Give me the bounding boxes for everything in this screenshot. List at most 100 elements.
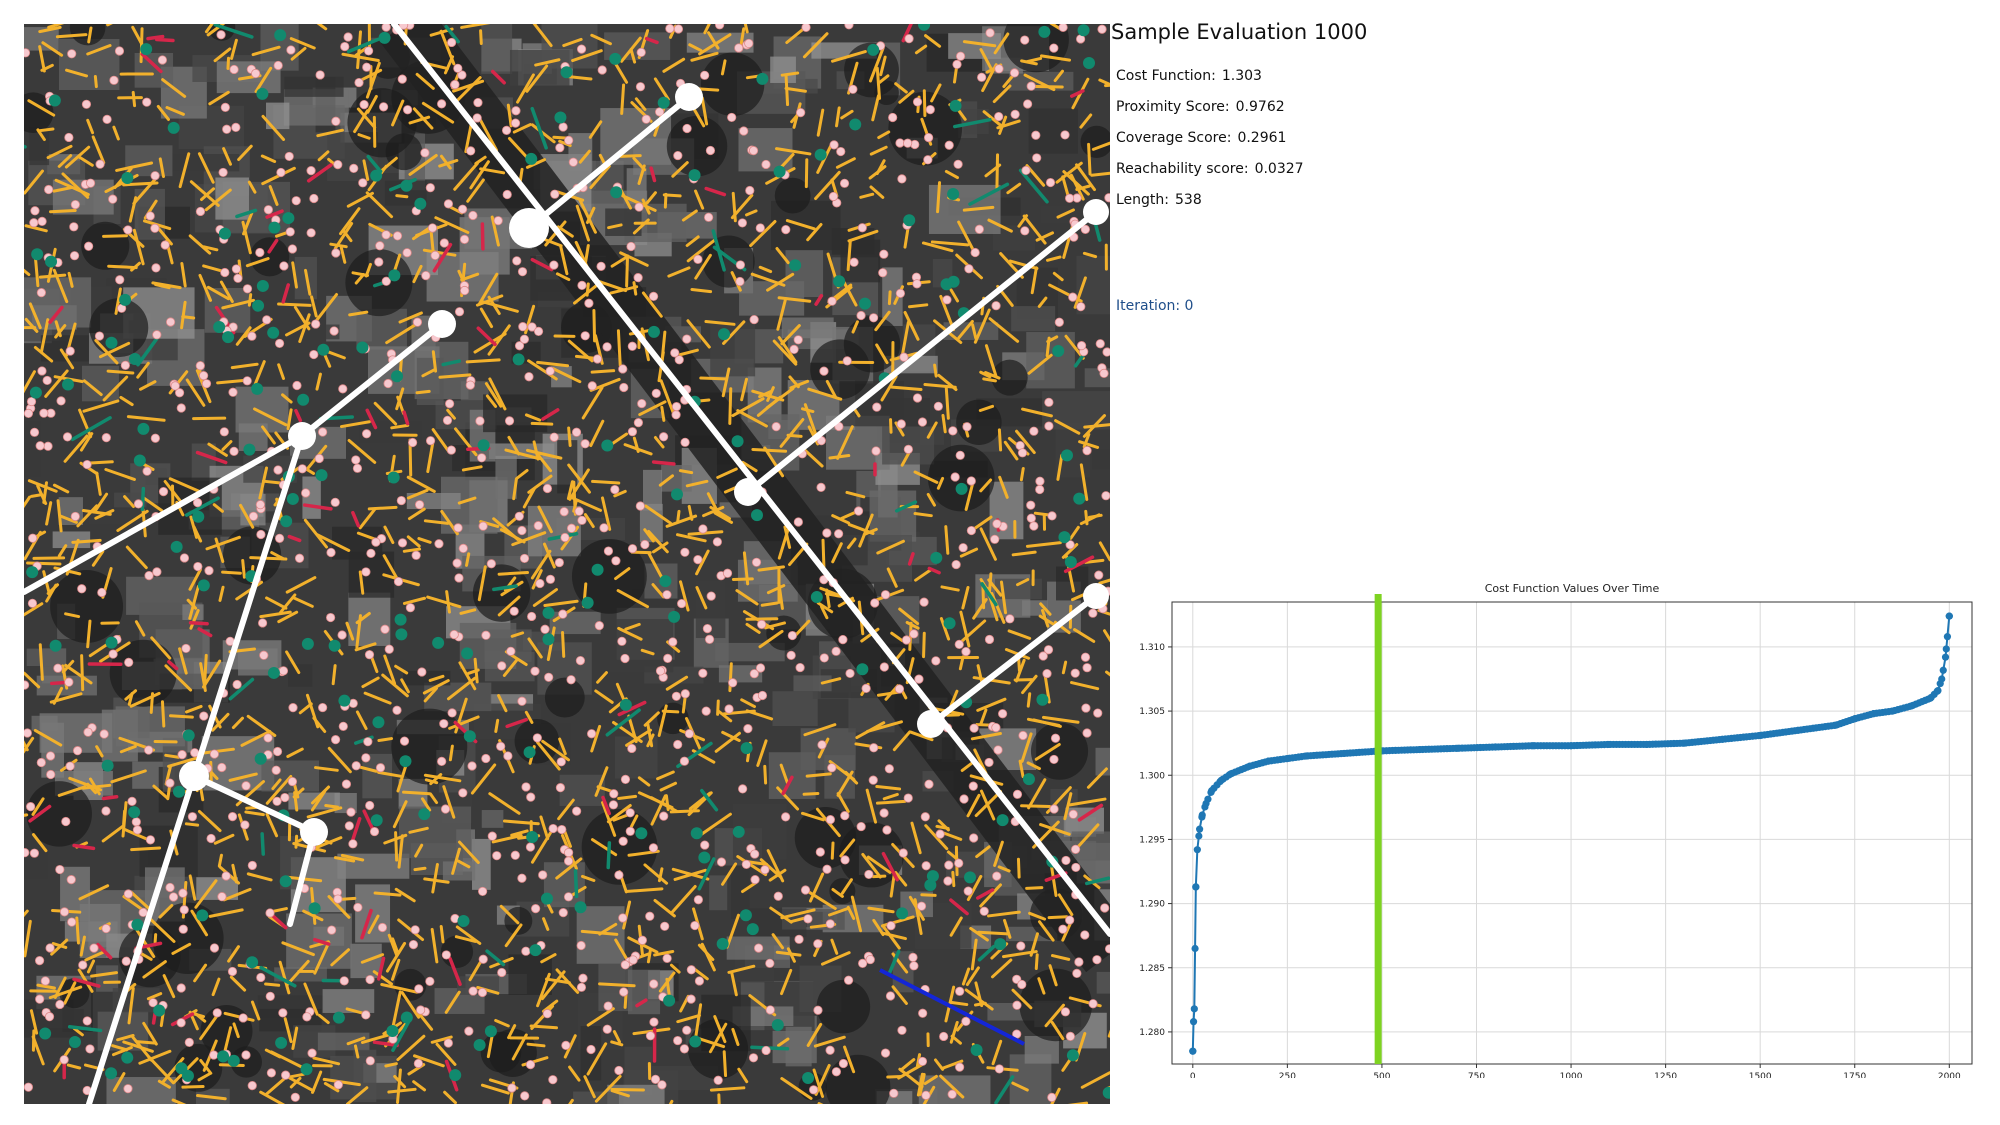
network-edge (673, 868, 707, 881)
household-dot (301, 488, 311, 498)
network-edge (277, 363, 285, 380)
household-dot (380, 624, 390, 634)
household-dot (680, 547, 690, 557)
unconnected-link (949, 898, 969, 916)
network-edge (805, 772, 832, 778)
household-dot (108, 194, 118, 204)
network-edge (265, 812, 279, 838)
network-edge (421, 101, 455, 124)
household-dot (331, 116, 341, 126)
series-point (1643, 740, 1651, 749)
household-dot (584, 298, 594, 308)
network-edge (760, 601, 779, 607)
network-edge (497, 595, 521, 617)
connected-dot (716, 937, 729, 950)
series-point (1193, 846, 1201, 854)
connected-link (444, 24, 460, 44)
network-edge (899, 1058, 916, 1072)
network-edge (699, 376, 727, 381)
network-edge (939, 617, 951, 641)
household-dot (671, 410, 681, 420)
household-dot (460, 285, 470, 296)
household-dot (953, 159, 963, 169)
household-dot (354, 77, 364, 88)
household-dot (454, 573, 464, 583)
series-point (1851, 715, 1859, 723)
household-dot (904, 34, 914, 44)
household-dot (671, 402, 682, 412)
household-dot (527, 611, 537, 622)
rooftop (24, 27, 59, 51)
household-dot (1029, 521, 1039, 531)
network-edge (423, 773, 462, 783)
network-edge (446, 676, 477, 701)
household-dot (748, 146, 759, 156)
household-dot (242, 376, 252, 386)
household-dot (614, 870, 624, 880)
network-edge (665, 977, 671, 996)
network-edge (211, 977, 221, 997)
unconnected-link (881, 851, 899, 882)
network-edge (464, 122, 473, 154)
network-edge (845, 490, 866, 499)
network-edge (979, 527, 997, 561)
connected-dot (635, 827, 648, 840)
network-edge (460, 272, 480, 282)
network-edge (559, 244, 569, 276)
network-edge (65, 68, 89, 78)
household-dot (152, 567, 162, 577)
connected-dot (317, 343, 330, 356)
connected-dot (301, 637, 314, 650)
network-edge (129, 691, 161, 708)
network-edge (594, 689, 614, 704)
network-edge (479, 29, 483, 45)
connected-dot (449, 1069, 462, 1082)
network-edge (703, 24, 711, 35)
rooftop (442, 861, 476, 881)
connected-dot (525, 152, 538, 165)
network-edge (477, 272, 499, 306)
network-edge (72, 1027, 84, 1037)
household-dot (1026, 81, 1036, 91)
network-edge (278, 960, 291, 995)
household-dot (954, 639, 964, 650)
household-dot (56, 396, 66, 406)
household-dot (840, 855, 850, 865)
connected-dot (689, 1035, 702, 1048)
household-dot (59, 907, 70, 917)
network-edge (766, 584, 786, 595)
network-edge (24, 317, 39, 333)
household-dot (1080, 930, 1090, 940)
household-dot (648, 291, 659, 301)
network-edge (578, 149, 591, 164)
network-edge (749, 219, 777, 248)
household-dot (349, 163, 359, 174)
network-edge (342, 229, 353, 243)
network-edge (340, 853, 365, 862)
household-dot (931, 656, 941, 666)
network-edge (914, 44, 928, 55)
network-edge (151, 281, 182, 290)
network-edge (86, 43, 112, 56)
series-point (1264, 757, 1273, 765)
network-edge (730, 971, 738, 997)
network-edge (658, 474, 674, 487)
network-edge (380, 982, 419, 994)
network-edge (616, 329, 622, 367)
network-edge (312, 1056, 341, 1066)
network-edge (227, 945, 240, 963)
network-edge (713, 511, 734, 524)
network-edge (866, 855, 892, 874)
connected-link (977, 944, 996, 962)
household-dot (880, 1048, 891, 1058)
network-edge (803, 723, 837, 737)
household-dot (284, 151, 294, 162)
household-dot (278, 1008, 288, 1018)
household-dot (115, 275, 125, 285)
network-edge (758, 265, 773, 274)
household-dot (443, 199, 454, 209)
network-edge (789, 379, 810, 390)
connected-dot (647, 325, 660, 338)
household-dot (1045, 177, 1056, 188)
household-dot (994, 111, 1004, 122)
